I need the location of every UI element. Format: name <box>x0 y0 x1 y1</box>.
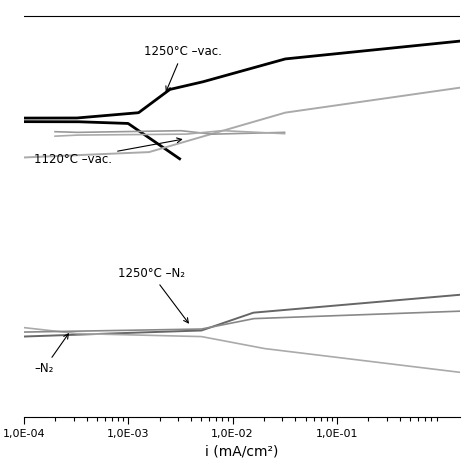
Text: 1250°C –N₂: 1250°C –N₂ <box>118 267 188 323</box>
Text: 1120°C –vac.: 1120°C –vac. <box>34 138 182 166</box>
X-axis label: i (mA/cm²): i (mA/cm²) <box>205 445 278 458</box>
Text: 1250°C –vac.: 1250°C –vac. <box>144 46 222 91</box>
Text: –N₂: –N₂ <box>34 334 68 375</box>
